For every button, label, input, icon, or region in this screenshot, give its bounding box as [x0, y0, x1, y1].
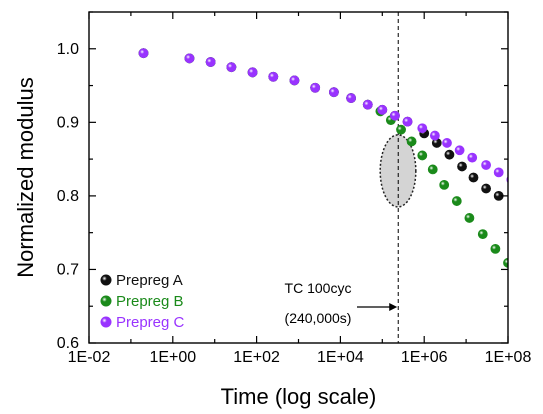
data-point — [429, 130, 440, 141]
data-point — [390, 110, 400, 121]
annotation-line2: (240,000s) — [285, 310, 352, 326]
legend-marker — [100, 274, 112, 286]
annotation-line1: TC 100cyc — [285, 280, 352, 296]
data-point — [481, 183, 491, 194]
plot-area — [138, 12, 542, 343]
data-point — [396, 124, 406, 135]
data-point — [247, 67, 258, 78]
data-point — [268, 71, 279, 82]
x-tick-label: 1E+04 — [317, 349, 364, 366]
data-point — [346, 93, 356, 103]
data-point — [481, 160, 491, 170]
data-point — [329, 87, 339, 98]
series-prepreg-a — [138, 48, 542, 241]
data-point — [362, 99, 373, 110]
data-point — [417, 150, 428, 161]
y-tick-label: 0.8 — [57, 188, 79, 205]
data-point — [310, 82, 321, 93]
x-tick-label: 1E+06 — [401, 349, 448, 366]
highlight-ellipse — [379, 134, 417, 208]
series-prepreg-b — [138, 48, 525, 281]
y-tick-label: 0.9 — [57, 114, 79, 131]
data-point — [451, 196, 462, 206]
data-point — [184, 53, 195, 64]
data-point — [516, 272, 525, 281]
data-point — [533, 232, 542, 241]
data-point — [406, 136, 417, 147]
data-point — [226, 62, 237, 73]
data-point — [439, 179, 450, 190]
data-point — [444, 149, 455, 160]
data-point — [138, 48, 149, 59]
data-point — [427, 164, 438, 175]
data-point — [507, 209, 508, 212]
data-point — [205, 57, 216, 67]
legend-marker — [100, 316, 112, 328]
data-point — [464, 213, 475, 223]
data-point — [493, 167, 504, 178]
data-point — [477, 229, 488, 240]
data-point — [520, 221, 529, 230]
y-axis-label: Normalized modulus — [13, 77, 38, 278]
legend-label: Prepreg A — [116, 272, 183, 289]
data-point — [377, 104, 388, 115]
series-prepreg-c — [138, 48, 542, 199]
data-point — [468, 172, 479, 183]
data-point — [454, 145, 465, 156]
legend: Prepreg A Prepreg B Prepreg C — [100, 272, 185, 331]
legend-label: Prepreg C — [116, 314, 185, 331]
axes — [88, 11, 509, 344]
data-point — [533, 190, 542, 199]
data-point — [417, 123, 428, 134]
legend-label: Prepreg B — [116, 293, 184, 310]
y-tick-label: 0.6 — [57, 335, 79, 352]
x-axis-label: Time (log scale) — [221, 384, 377, 409]
x-tick-label: 1E+02 — [233, 349, 280, 366]
labels: 1E-02 1E+00 1E+02 1E+04 1E+06 1E+08 0.6 0.7 0.8 0… — [13, 41, 531, 409]
data-point — [402, 116, 413, 127]
x-tick-label: 1E-02 — [68, 349, 111, 366]
annotation-arrow-head — [389, 303, 398, 311]
legend-marker — [100, 295, 112, 307]
data-point — [490, 243, 501, 254]
x-tick-label: 1E+00 — [149, 349, 196, 366]
data-point — [467, 152, 478, 163]
y-tick-label: 1.0 — [57, 41, 79, 58]
data-point — [289, 75, 300, 86]
data-point — [457, 161, 467, 172]
data-point — [520, 182, 529, 191]
x-tick-label: 1E+08 — [485, 349, 532, 366]
y-tick-label: 0.7 — [57, 261, 79, 278]
data-point — [442, 138, 452, 148]
